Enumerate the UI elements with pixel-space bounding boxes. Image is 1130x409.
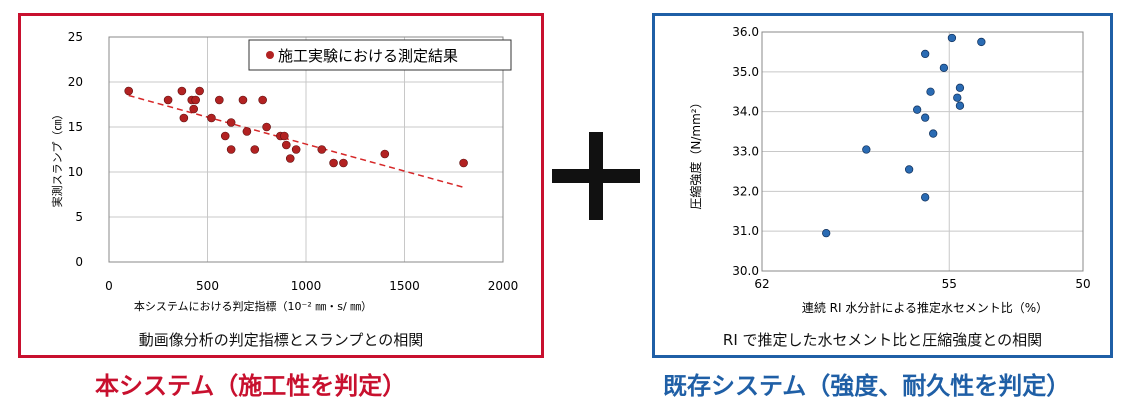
y-tick-label: 31.0 <box>732 224 759 238</box>
x-tick-label: 50 <box>1075 277 1090 291</box>
x-axis-label: 本システムにおける判定指標（10⁻² ㎜・s/ ㎜） <box>134 299 372 313</box>
data-point <box>459 158 468 168</box>
data-point <box>926 87 935 96</box>
y-tick-label: 35.0 <box>732 65 759 79</box>
y-tick-label: 10 <box>68 165 83 179</box>
data-points <box>124 86 468 168</box>
current-system-label: 本システム（施工性を判定） <box>95 372 407 400</box>
legend-marker <box>266 51 274 59</box>
data-point <box>339 158 348 168</box>
data-point <box>226 118 236 127</box>
data-point <box>215 95 224 105</box>
data-point <box>177 86 187 96</box>
data-point <box>822 229 831 238</box>
data-point <box>179 113 189 123</box>
data-point <box>380 149 390 159</box>
data-point <box>862 145 871 154</box>
data-point <box>281 140 291 150</box>
right-caption: RI で推定した水セメント比と圧縮強度との相関 <box>722 331 1043 349</box>
x-tick-label: 0 <box>105 279 113 293</box>
data-point <box>258 95 267 105</box>
data-point <box>191 95 200 105</box>
data-point <box>329 158 338 168</box>
data-point <box>285 154 295 163</box>
data-point <box>220 131 230 141</box>
x-tick-label: 55 <box>942 277 957 291</box>
right-chart-panel: 62 55 50 30.0 31.0 32.0 33.0 34.0 35.0 36.0 連続 RI… <box>652 13 1113 358</box>
y-tick-label: 15 <box>68 120 83 134</box>
legend: 施工実験における測定結果 <box>248 39 512 71</box>
y-axis-label: 圧縮強度（N/mm²） <box>688 96 703 209</box>
data-point <box>124 86 133 96</box>
data-point <box>163 95 173 105</box>
data-point <box>262 122 271 132</box>
x-tick-label: 2000 <box>488 279 519 293</box>
y-tick-label: 36.0 <box>732 25 759 39</box>
y-tick-label: 32.0 <box>732 184 759 198</box>
data-point <box>921 193 930 202</box>
data-point <box>226 145 236 154</box>
data-point <box>913 105 922 114</box>
legend-label: 施工実験における測定結果 <box>278 47 458 65</box>
data-point <box>947 33 957 43</box>
y-tick-label: 5 <box>75 210 83 224</box>
data-point <box>195 86 204 96</box>
data-point <box>317 145 327 154</box>
plus-icon <box>552 132 640 220</box>
data-point <box>291 145 301 154</box>
data-point <box>955 101 965 110</box>
tick-labels: 0 500 1000 1500 2000 0 5 10 15 20 25 <box>68 30 519 293</box>
data-point <box>939 63 949 72</box>
y-tick-label: 30.0 <box>732 264 759 278</box>
data-point <box>921 113 930 122</box>
data-point <box>238 95 248 105</box>
y-tick-label: 25 <box>68 30 83 44</box>
y-tick-label: 0 <box>75 255 83 269</box>
x-axis-label: 連続 RI 水分計による推定水セメント比（%） <box>802 300 1048 315</box>
trend-line <box>128 94 464 189</box>
data-point <box>207 113 216 123</box>
y-tick-label: 34.0 <box>732 105 759 119</box>
plot-frame <box>108 36 504 263</box>
data-point <box>242 127 252 136</box>
data-point <box>904 165 914 174</box>
data-points <box>822 33 986 238</box>
plot-frame <box>761 31 1084 272</box>
x-tick-label: 1500 <box>389 279 420 293</box>
strength-scatter-chart: 62 55 50 30.0 31.0 32.0 33.0 34.0 35.0 36.0 連続 RI… <box>688 25 1091 315</box>
y-axis-label: 実測スランプ（㎝） <box>50 109 64 208</box>
x-tick-label: 1000 <box>291 279 322 293</box>
data-point <box>280 131 289 141</box>
left-chart-panel: 0 500 1000 1500 2000 0 5 10 15 20 25 施工実験における測定結果 … <box>18 13 544 358</box>
x-tick-label: 62 <box>754 277 769 291</box>
data-point <box>977 37 986 47</box>
data-point <box>250 145 260 154</box>
existing-system-label: 既存システム（強度、耐久性を判定） <box>663 372 1071 400</box>
chart-grid <box>108 36 504 263</box>
data-point <box>953 93 962 102</box>
y-tick-label: 33.0 <box>732 145 759 159</box>
x-tick-label: 500 <box>196 279 219 293</box>
data-point <box>189 104 199 114</box>
chart-grid <box>761 31 1084 272</box>
data-point <box>955 83 965 92</box>
left-caption: 動画像分析の判定指標とスランプとの相関 <box>138 331 424 349</box>
y-tick-label: 20 <box>68 75 83 89</box>
data-point <box>921 49 930 59</box>
tick-labels: 62 55 50 30.0 31.0 32.0 33.0 34.0 35.0 36.0 <box>732 25 1090 291</box>
data-point <box>929 129 938 138</box>
